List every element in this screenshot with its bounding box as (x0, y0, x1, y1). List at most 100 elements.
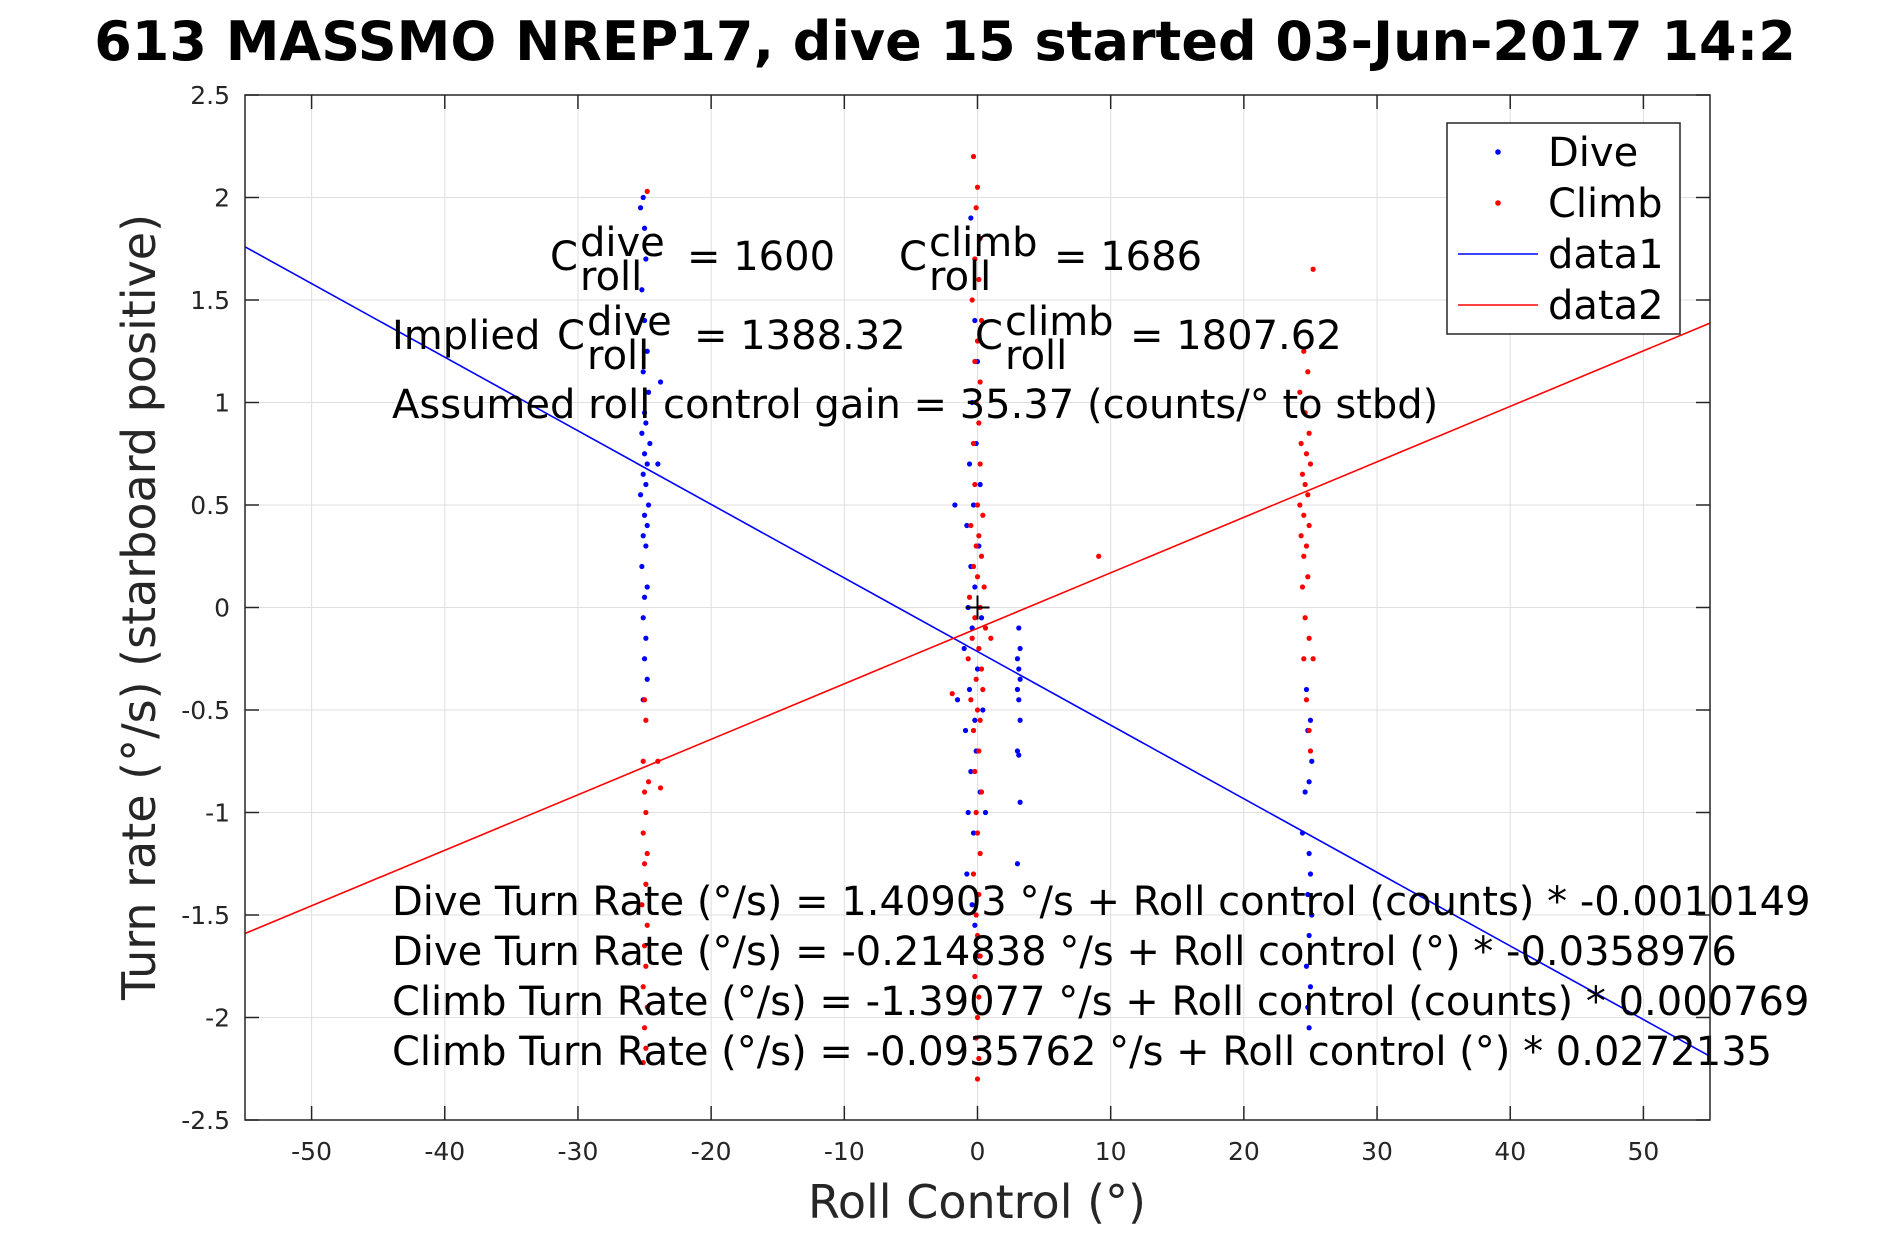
climb-point (966, 594, 973, 600)
climb-point (1306, 727, 1312, 734)
x-tick-label: 0 (970, 1137, 986, 1166)
climb-point (641, 861, 648, 867)
y-tick-label: 0 (214, 594, 230, 623)
dive-point (641, 410, 648, 416)
climb-point (976, 420, 982, 426)
dive-point (972, 584, 978, 590)
x-tick-label: -40 (424, 1137, 465, 1166)
climb-point (973, 809, 979, 816)
dive-point (643, 635, 649, 641)
climb-point (657, 785, 664, 791)
y-tick-label: 1.5 (190, 286, 230, 315)
dive-point (1309, 758, 1315, 764)
y-tick-label: 0.5 (190, 491, 230, 520)
climb-point (970, 440, 977, 447)
legend-box (1446, 122, 1681, 335)
dive-point (1014, 861, 1021, 867)
dive-point (968, 215, 974, 221)
climb-point (980, 512, 986, 518)
climb-point (972, 615, 978, 621)
dive-point (954, 697, 961, 703)
legend-label: data1 (1548, 232, 1664, 278)
climb-point (976, 994, 982, 1000)
dive-point (1305, 1004, 1311, 1010)
dive-point (645, 502, 652, 508)
climb-point (1302, 410, 1308, 416)
dive-point (1016, 752, 1022, 758)
dive-point (641, 656, 648, 662)
climb-point (973, 543, 979, 549)
climb-point (1303, 543, 1310, 549)
climb-point (974, 338, 981, 344)
climb-point (1302, 481, 1308, 488)
implied-c-roll-climb-sub: roll (1005, 333, 1067, 379)
climb-point (1301, 512, 1307, 518)
climb-point (982, 625, 989, 631)
climb-point (970, 727, 977, 734)
dive-point (1306, 850, 1312, 857)
y-tick-label: -0.5 (181, 696, 230, 725)
dive-point (964, 522, 970, 529)
climb-point (969, 635, 975, 641)
climb-point (972, 768, 978, 775)
dive-point (645, 389, 652, 395)
dive-point (966, 461, 973, 467)
fit-equation: Dive Turn Rate (°/s) = -0.214838 °/s + R… (392, 929, 1737, 975)
climb-point (970, 871, 977, 877)
implied-c-roll-dive-sub: roll (587, 333, 649, 379)
marker-layer (965, 595, 990, 620)
climb-point (976, 276, 982, 283)
climb-point (977, 953, 983, 959)
x-tick-label: 40 (1494, 1137, 1526, 1166)
data1-fit-line (244, 246, 1711, 1058)
c-roll-climb-value: = 1686 (1054, 234, 1202, 280)
dive-point (1017, 717, 1023, 723)
climb-point (1303, 451, 1310, 457)
climb-point (1305, 574, 1311, 580)
series-data1 (244, 246, 1711, 1058)
climb-point (643, 717, 649, 723)
c-roll-dive-value: = 1600 (687, 234, 835, 280)
climb-point (968, 697, 974, 703)
climb-point (1305, 369, 1311, 375)
implied-c-roll-dive-symbol: C (557, 313, 585, 359)
climb-point (1307, 461, 1314, 467)
climb-point (1298, 533, 1304, 539)
climb-point (977, 461, 983, 467)
dive-point (974, 666, 981, 672)
climb-point (976, 533, 982, 539)
climb-point (1306, 635, 1312, 641)
dive-point (647, 440, 653, 447)
climb-point (1299, 471, 1306, 477)
dive-point (1014, 686, 1021, 693)
fit-equation: Climb Turn Rate (°/s) = -1.39077 °/s + R… (392, 979, 1809, 1025)
dive-point (1306, 779, 1312, 785)
y-tick-label: 2 (214, 184, 230, 213)
dive-point (966, 686, 973, 693)
climb-point (1310, 266, 1316, 272)
dive-point (639, 563, 645, 570)
climb-point (977, 235, 983, 242)
dive-point (1017, 799, 1023, 805)
climb-point (981, 584, 987, 590)
dive-point (1017, 645, 1023, 652)
series-layer (244, 153, 1711, 1082)
dive-point (1303, 686, 1310, 693)
dive-point (970, 830, 977, 836)
climb-point (644, 922, 650, 928)
c-roll-climb-sup: climb (929, 220, 1038, 266)
dive-point (639, 287, 645, 293)
legend-marker-climb (1495, 200, 1501, 206)
dive-point (977, 481, 983, 488)
dive-point (639, 430, 645, 436)
climb-point (972, 358, 978, 365)
y-axis-label: Turn rate (°/s) (starboard positive) (112, 214, 166, 1001)
dive-point (1016, 625, 1022, 631)
climb-point (973, 205, 979, 211)
climb-point (970, 153, 977, 160)
dive-point (1016, 697, 1022, 703)
